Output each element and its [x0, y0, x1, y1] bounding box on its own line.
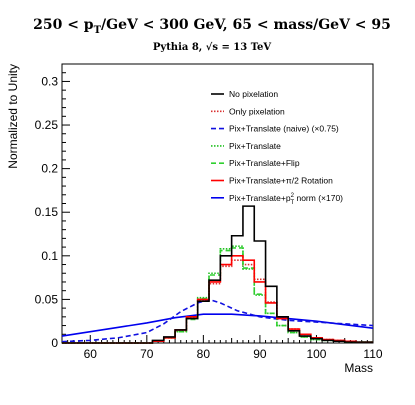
y-tick-label: 0.15	[35, 205, 59, 219]
series-line-5	[62, 255, 373, 344]
chart-subtitle: Pythia 8, √s = 13 TeV	[153, 41, 271, 53]
y-tick-label: 0	[51, 336, 58, 350]
title-part-a: 250 < p	[33, 17, 94, 33]
legend: No pixelation Only pixelation Pix+Translat…	[211, 89, 343, 206]
title-subscript: T	[94, 25, 102, 36]
y-tick-label: 0.25	[35, 118, 59, 132]
legend-label-1: Only pixelation	[229, 106, 285, 116]
axis-ticks: 60 70 80 90 100 110 0 0.05 0.1 0.15 0.2 0.25 0.3	[35, 63, 383, 361]
x-tick-label: 90	[253, 347, 267, 361]
y-tick-label: 0.1	[41, 249, 58, 263]
legend-label-4: Pix+Translate+Flip	[229, 158, 300, 168]
chart-title: 250 < pT/GeV < 300 GeV, 65 < mass/GeV < …	[33, 17, 391, 36]
series-line-2	[61, 298, 374, 343]
legend-label-0: No pixelation	[229, 89, 278, 99]
x-tick-label: 110	[363, 347, 382, 361]
x-tick-label: 100	[306, 347, 326, 361]
x-tick-label: 80	[197, 347, 211, 361]
legend-label-2: Pix+Translate (naive) (×0.75)	[229, 124, 339, 134]
series-group	[61, 205, 374, 344]
x-tick-label: 60	[84, 347, 98, 361]
y-axis-label: Normalized to Unity	[6, 64, 20, 169]
legend-label-3: Pix+Translate	[229, 141, 281, 151]
x-tick-label: 70	[140, 347, 154, 361]
series-line-0	[62, 205, 373, 344]
legend-label-5: Pix+Translate+π/2 Rotation	[229, 176, 333, 186]
y-tick-label: 0.2	[41, 162, 58, 176]
series-line-6	[61, 313, 374, 337]
title-part-b: /GeV < 300 GeV, 65 < mass/GeV < 95	[101, 17, 391, 33]
y-tick-label: 0.3	[41, 74, 58, 88]
legend-label-6: Pix+Translate+p2 T norm (×170)	[229, 193, 343, 206]
y-tick-label: 0.05	[35, 292, 59, 306]
plot-frame	[61, 63, 374, 344]
x-axis-label: Mass	[344, 361, 373, 375]
